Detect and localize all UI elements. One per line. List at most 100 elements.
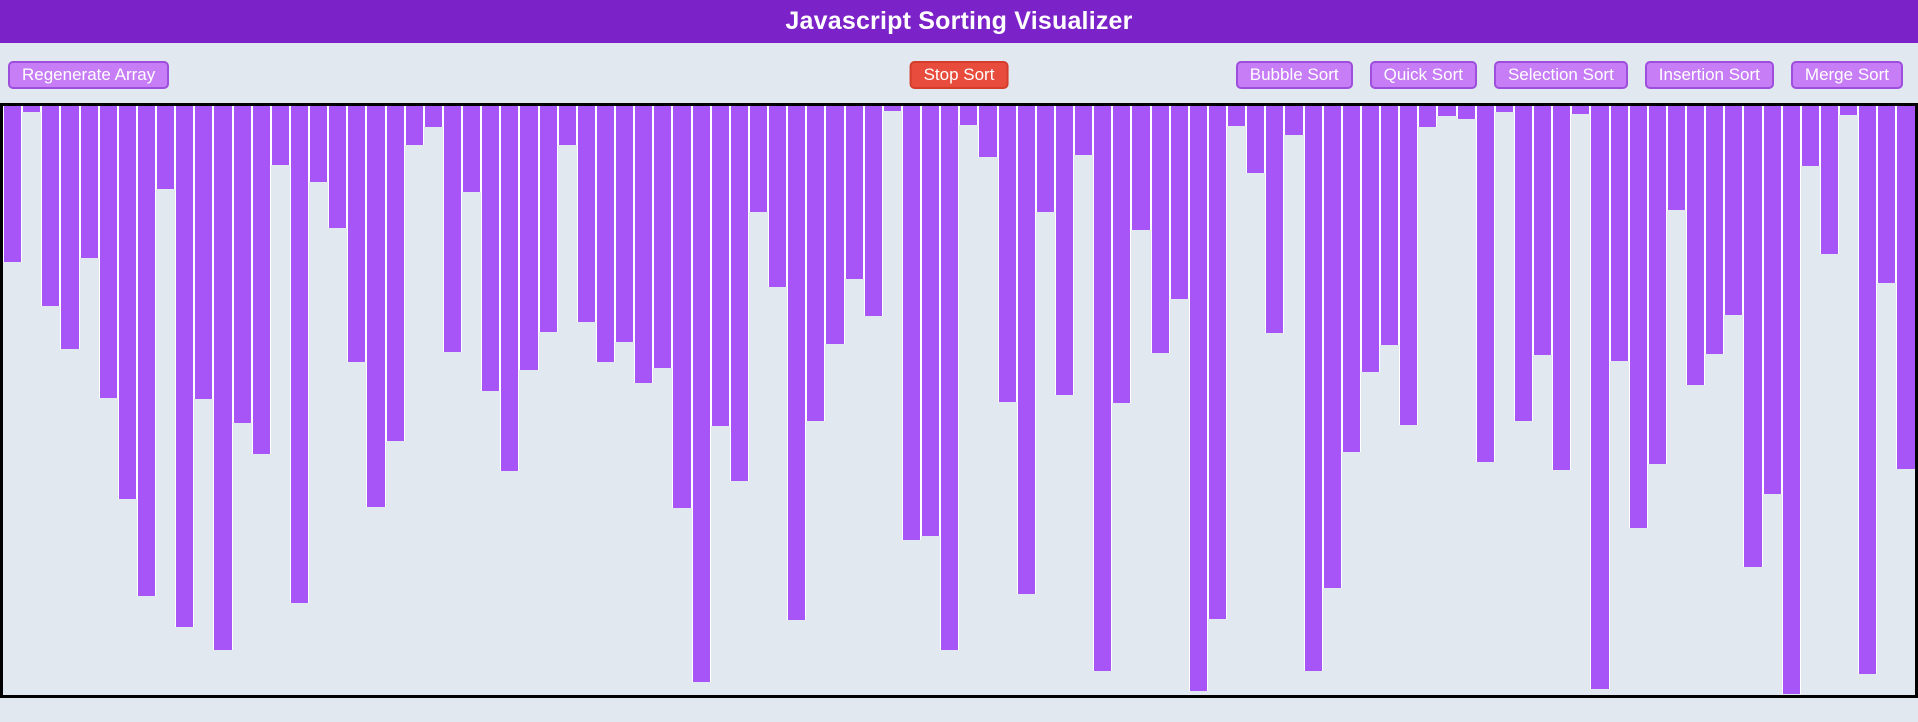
array-bar	[1800, 106, 1820, 167]
array-bar	[462, 106, 482, 192]
array-bar	[653, 106, 673, 369]
array-bar	[1093, 106, 1113, 671]
array-bar	[1112, 106, 1132, 403]
array-bar	[1437, 106, 1457, 116]
array-bar	[1628, 106, 1648, 528]
array-bar	[882, 106, 902, 111]
array-bar	[232, 106, 252, 423]
array-bar	[1819, 106, 1839, 254]
array-bar	[1781, 106, 1801, 694]
array-bar	[3, 106, 23, 263]
array-bars-container	[0, 103, 1918, 698]
array-bar	[1839, 106, 1859, 115]
array-bar	[347, 106, 367, 363]
sort-button-merge[interactable]: Merge Sort	[1790, 61, 1903, 89]
sort-buttons-group: Bubble Sort Quick Sort Selection Sort Inser…	[1235, 61, 1903, 89]
array-bar	[825, 106, 845, 344]
array-bar	[309, 106, 329, 182]
array-bar	[1246, 106, 1266, 174]
sort-button-insertion[interactable]: Insertion Sort	[1644, 61, 1774, 89]
array-bar	[921, 106, 941, 536]
array-bar	[1552, 106, 1572, 470]
array-bar	[1475, 106, 1495, 462]
stop-sort-button[interactable]: Stop Sort	[909, 61, 1009, 89]
array-bar	[194, 106, 214, 399]
array-bar	[117, 106, 137, 499]
array-bar	[500, 106, 520, 472]
array-bar	[1743, 106, 1763, 568]
array-bar	[175, 106, 195, 628]
array-bar	[1877, 106, 1897, 283]
array-bar	[1666, 106, 1686, 211]
array-bar	[748, 106, 768, 213]
array-bar	[1705, 106, 1725, 354]
app-header: Javascript Sorting Visualizer	[0, 0, 1918, 43]
array-bar	[423, 106, 443, 128]
array-bar	[1360, 106, 1380, 373]
array-bar	[768, 106, 788, 287]
array-bar	[557, 106, 577, 145]
array-bar	[997, 106, 1017, 403]
array-bar	[940, 106, 960, 651]
array-bar	[1724, 106, 1744, 316]
sort-button-bubble[interactable]: Bubble Sort	[1235, 61, 1353, 89]
array-bar	[1647, 106, 1667, 465]
array-bar	[538, 106, 558, 333]
array-bar	[1418, 106, 1438, 128]
array-bar	[691, 106, 711, 683]
array-bar	[1896, 106, 1915, 469]
page-title: Javascript Sorting Visualizer	[785, 7, 1133, 35]
toolbar: Regenerate Array Stop Sort Bubble Sort Qu…	[0, 43, 1918, 103]
array-bar	[634, 106, 654, 383]
array-bar	[60, 106, 80, 350]
array-bar	[1150, 106, 1170, 353]
array-bar	[901, 106, 921, 541]
array-bar	[672, 106, 692, 509]
footer-strip	[0, 698, 1918, 722]
array-bar	[1131, 106, 1151, 231]
array-bar	[385, 106, 405, 442]
array-bar	[1303, 106, 1323, 671]
array-bar	[959, 106, 979, 125]
array-bar	[1513, 106, 1533, 422]
array-bar	[328, 106, 348, 228]
array-bar	[1456, 106, 1476, 119]
array-bar	[213, 106, 233, 651]
array-bar	[576, 106, 596, 323]
array-bar	[404, 106, 424, 145]
array-bar	[366, 106, 386, 508]
array-bar	[1054, 106, 1074, 396]
sort-button-quick[interactable]: Quick Sort	[1369, 61, 1477, 89]
array-bar	[595, 106, 615, 363]
array-bar	[41, 106, 61, 307]
sort-button-selection[interactable]: Selection Sort	[1493, 61, 1628, 89]
array-bar	[1341, 106, 1361, 452]
array-bar	[481, 106, 501, 392]
regenerate-array-button[interactable]: Regenerate Array	[8, 61, 170, 89]
array-bar	[615, 106, 635, 343]
array-bar	[1265, 106, 1285, 333]
array-bar	[1188, 106, 1208, 691]
array-bar	[1284, 106, 1304, 135]
array-bar	[844, 106, 864, 280]
array-bar	[1858, 106, 1878, 674]
array-bar	[22, 106, 42, 112]
array-bar	[442, 106, 462, 353]
array-bar	[1380, 106, 1400, 346]
array-bar	[270, 106, 290, 165]
array-bar	[1571, 106, 1591, 115]
array-bar	[156, 106, 176, 190]
array-bar	[1590, 106, 1610, 690]
array-bar	[1074, 106, 1094, 155]
array-bar	[1016, 106, 1036, 595]
array-bar	[1399, 106, 1419, 426]
array-bar	[863, 106, 883, 317]
array-bar	[1035, 106, 1055, 213]
array-bar	[1686, 106, 1706, 386]
array-bar	[289, 106, 309, 604]
array-bar	[787, 106, 807, 621]
array-bar	[1494, 106, 1514, 112]
array-bar	[1322, 106, 1342, 588]
array-bar	[710, 106, 730, 426]
array-bar	[136, 106, 156, 597]
